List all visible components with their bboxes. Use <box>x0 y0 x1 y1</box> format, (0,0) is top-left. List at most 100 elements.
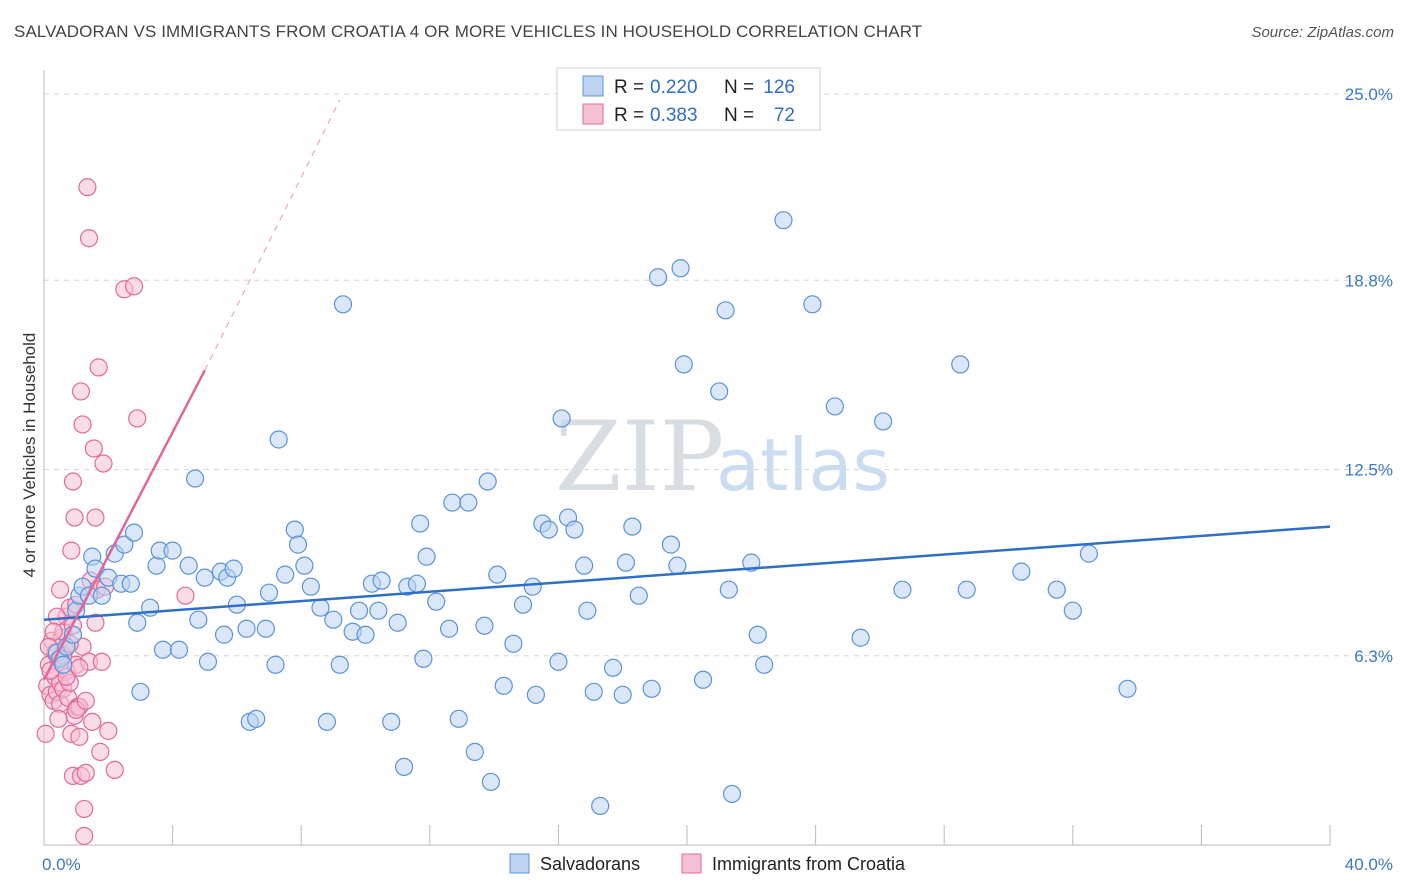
croatia-point <box>75 799 94 819</box>
croatia-point <box>79 229 99 248</box>
croatia-point <box>49 709 68 728</box>
croatia-point <box>71 382 91 401</box>
croatia-point <box>83 712 102 731</box>
salvadoran-point <box>584 682 603 701</box>
salvadoran-point <box>349 601 369 620</box>
salvadoran-point <box>414 649 433 668</box>
legend-r-label: R = <box>614 77 644 98</box>
salvadoran-point <box>552 409 571 428</box>
bottom-legend: Salvadorans Immigrants from Croatia <box>509 853 906 874</box>
salvadoran-point <box>513 595 533 614</box>
salvadoran-point <box>269 430 288 449</box>
y-tick-label: 12.5% <box>1345 461 1393 480</box>
croatia-point <box>36 724 55 743</box>
salvadoran-point <box>92 586 111 605</box>
salvadoran-point <box>459 493 478 512</box>
salvadoran-point <box>748 625 767 644</box>
salvadoran-point <box>648 268 668 287</box>
croatia-point <box>91 742 110 761</box>
y-tick-labels: 6.3% 12.5% 18.8% 25.0% <box>1345 85 1393 666</box>
salvadoran-point <box>774 211 793 230</box>
salvadoran-point <box>115 535 134 554</box>
salvadoran-point <box>716 301 735 320</box>
salvadoran-point <box>189 610 208 629</box>
trend-lines <box>42 99 1331 681</box>
stats-legend-swatch-croatia <box>582 103 604 125</box>
legend-r-label: R = <box>614 105 644 126</box>
salvadoran-point <box>295 556 314 575</box>
axes <box>43 70 1331 846</box>
croatia-point <box>86 508 105 527</box>
trend-line-croatia-extension <box>204 99 341 371</box>
salvadoran-point <box>494 676 513 695</box>
salvadoran-point <box>195 568 214 587</box>
watermark-atlas: atlas <box>716 423 890 507</box>
legend-n-value: 72 <box>774 105 795 126</box>
salvadoran-point <box>578 601 597 620</box>
croatia-point <box>99 721 118 740</box>
y-tick-label: 6.3% <box>1354 647 1393 666</box>
salvadoran-point <box>565 520 584 539</box>
salvadoran-point <box>186 469 205 488</box>
salvadoran-point <box>439 619 459 638</box>
croatia-point <box>105 760 124 780</box>
salvadoran-point <box>478 472 497 491</box>
croatia-point <box>47 607 66 626</box>
salvadoran-point <box>957 580 976 599</box>
salvadoran-point <box>629 586 648 605</box>
salvadoran-point <box>851 628 870 647</box>
salvadoran-point <box>449 709 468 728</box>
x-tick-label-min: 0.0% <box>42 855 81 874</box>
croatia-point <box>84 439 103 458</box>
salvadoran-point <box>710 382 729 401</box>
croatia-point <box>44 622 63 641</box>
salvadoran-point <box>1012 562 1031 581</box>
salvadoran-point <box>131 682 150 701</box>
salvadoran-point <box>719 580 738 599</box>
salvadoran-point <box>742 553 761 572</box>
watermark: ZIP atlas <box>555 401 890 513</box>
salvadoran-point <box>54 655 73 674</box>
salvadoran-point <box>893 580 912 599</box>
salvadoran-point <box>214 625 234 644</box>
salvadoran-point <box>259 583 279 602</box>
salvadoran-point <box>124 523 144 542</box>
croatia-point <box>63 472 83 491</box>
salvadoran-point <box>317 712 337 731</box>
stats-legend: R = 0.220 N = 126 R = 0.383 N = 72 <box>556 67 821 131</box>
salvadoran-point <box>382 712 401 731</box>
salvadoran-point <box>671 259 690 278</box>
salvadoran-point <box>539 520 558 539</box>
salvadoran-point <box>481 772 500 792</box>
stats-legend-swatch-salvadorans <box>582 75 604 97</box>
salvadoran-point <box>394 757 414 776</box>
salvadoran-point <box>147 556 166 575</box>
salvadoran-point <box>179 556 198 575</box>
croatia-point <box>78 178 97 197</box>
legend-r-value: 0.220 <box>650 77 698 98</box>
salvadoran-point <box>198 652 218 671</box>
bottom-legend-swatch-croatia <box>681 853 702 874</box>
salvadoran-point <box>417 547 436 566</box>
y-tick-label: 25.0% <box>1345 85 1393 104</box>
salvadoran-point <box>121 574 140 593</box>
salvadoran-point <box>330 655 349 674</box>
salvadoran-point <box>333 295 353 314</box>
croatia-point <box>73 415 92 434</box>
salvadoran-point <box>874 412 893 431</box>
salvadoran-point <box>591 796 610 816</box>
legend-n-value: 126 <box>763 77 795 98</box>
croatia-point <box>176 586 195 605</box>
watermark-zip: ZIP <box>555 401 724 513</box>
salvadoran-point <box>616 553 636 572</box>
salvadoran-point <box>488 565 507 584</box>
salvadoran-point <box>163 541 182 560</box>
salvadoran-point <box>411 514 430 533</box>
salvadoran-point <box>311 598 330 617</box>
salvadoran-point <box>693 670 713 689</box>
salvadoran-point <box>1047 580 1066 599</box>
salvadoran-point <box>951 355 970 374</box>
croatia-point <box>62 541 81 560</box>
trend-line-croatia <box>42 369 206 681</box>
croatia-point <box>86 613 105 632</box>
